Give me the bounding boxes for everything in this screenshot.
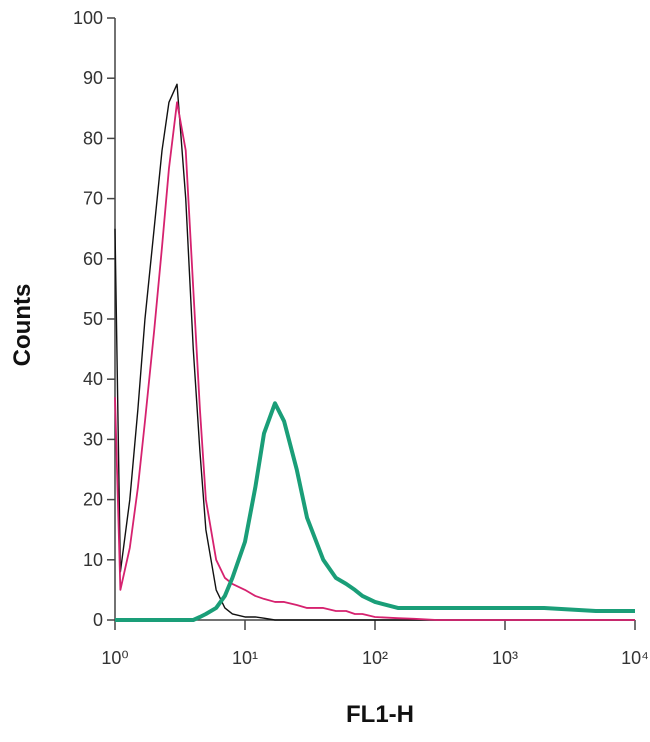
- x-tick-label: 10¹: [232, 648, 258, 668]
- y-tick-label: 30: [83, 429, 103, 449]
- histogram-trace: [115, 401, 635, 622]
- x-tick-label: 10³: [492, 648, 518, 668]
- x-tick-label: 10²: [362, 648, 388, 668]
- y-axis-title: Counts: [9, 284, 36, 367]
- x-tick-label: 10⁰: [101, 648, 128, 668]
- y-tick-label: 0: [93, 610, 103, 630]
- y-tick-label: 100: [73, 8, 103, 28]
- y-tick-label: 10: [83, 550, 103, 570]
- y-tick-label: 40: [83, 369, 103, 389]
- x-tick-label: 10⁴: [621, 648, 649, 668]
- y-tick-label: 70: [83, 189, 103, 209]
- y-tick-label: 80: [83, 128, 103, 148]
- histogram-trace: [114, 101, 635, 621]
- y-tick-label: 60: [83, 249, 103, 269]
- x-axis-title: FL1-H: [346, 701, 414, 728]
- histogram-trace: [114, 83, 635, 621]
- y-tick-label: 90: [83, 68, 103, 88]
- y-tick-label: 50: [83, 309, 103, 329]
- y-tick-label: 20: [83, 490, 103, 510]
